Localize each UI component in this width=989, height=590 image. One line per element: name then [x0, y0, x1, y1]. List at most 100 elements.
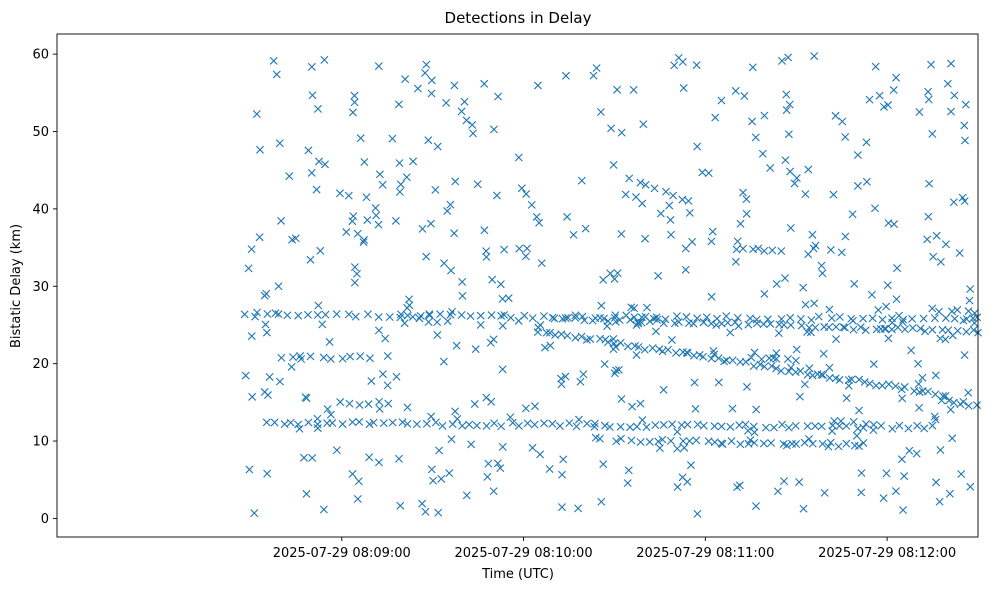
y-tick-label: 20: [32, 357, 49, 372]
data-point: [385, 313, 394, 321]
data-point: [251, 312, 260, 321]
data-point: [714, 378, 723, 387]
data-point: [841, 132, 850, 141]
data-point: [959, 316, 968, 325]
data-point: [819, 349, 828, 358]
data-point: [369, 418, 378, 427]
data-point: [605, 423, 614, 432]
data-point: [918, 373, 927, 382]
data-point: [650, 184, 659, 193]
data-point: [827, 314, 836, 323]
data-point: [893, 264, 902, 273]
data-point: [862, 138, 871, 147]
data-point: [792, 174, 801, 183]
data-point: [791, 421, 800, 430]
data-point: [374, 458, 383, 467]
data-point: [766, 319, 775, 328]
data-point: [785, 100, 794, 109]
data-point: [759, 320, 768, 329]
data-point: [878, 315, 887, 324]
data-point: [332, 446, 341, 455]
x-tick-label: 2025-07-29 08:10:00: [455, 546, 593, 561]
data-point: [540, 343, 549, 352]
data-point: [904, 424, 913, 433]
data-point: [627, 436, 636, 445]
data-point: [356, 134, 365, 143]
data-point: [426, 219, 435, 228]
data-point: [667, 336, 676, 345]
data-point: [800, 380, 809, 389]
data-point: [565, 419, 574, 428]
data-point: [424, 318, 433, 327]
data-point: [941, 240, 950, 249]
data-point: [678, 195, 687, 204]
data-point: [795, 478, 804, 487]
data-point: [804, 165, 813, 174]
data-point: [325, 337, 334, 346]
data-point: [590, 419, 599, 428]
data-point: [427, 89, 436, 98]
data-point: [947, 107, 955, 116]
data-point: [527, 200, 536, 209]
data-point: [498, 321, 507, 330]
data-point: [353, 229, 362, 238]
data-point: [638, 199, 647, 208]
data-point: [651, 421, 660, 430]
data-point: [881, 324, 890, 333]
data-point: [680, 443, 689, 452]
data-point: [683, 349, 692, 358]
data-point: [616, 422, 625, 431]
data-point: [808, 371, 817, 380]
data-point: [948, 331, 957, 340]
data-point: [640, 345, 649, 354]
data-point: [636, 438, 645, 447]
data-point: [381, 334, 390, 343]
data-point: [801, 300, 810, 309]
data-point: [638, 416, 647, 425]
data-point: [973, 401, 982, 410]
data-point: [346, 352, 355, 361]
data-point: [374, 220, 383, 229]
data-point: [611, 342, 620, 351]
data-point: [371, 203, 380, 212]
data-point: [561, 71, 570, 80]
data-point: [338, 354, 347, 363]
data-point: [280, 420, 289, 429]
data-point: [599, 275, 608, 284]
data-point: [433, 318, 442, 327]
data-point: [482, 253, 491, 261]
data-point: [936, 257, 945, 266]
data-point: [468, 120, 477, 129]
data-point: [859, 438, 868, 447]
data-point: [805, 434, 814, 443]
data-point: [689, 319, 698, 328]
data-point: [855, 375, 864, 384]
data-point: [321, 160, 330, 169]
data-point: [726, 422, 735, 431]
data-point: [665, 201, 674, 210]
chart-title: Detections in Delay: [445, 9, 592, 27]
data-point: [666, 230, 675, 239]
data-point: [966, 482, 975, 491]
data-point: [632, 350, 641, 359]
data-point: [517, 184, 526, 193]
data-point: [733, 237, 742, 246]
data-point: [782, 106, 791, 115]
data-point: [832, 322, 841, 331]
data-point: [699, 352, 708, 361]
data-point: [498, 365, 507, 374]
y-tick-label: 60: [32, 48, 49, 63]
data-point: [741, 357, 750, 366]
data-point: [766, 164, 775, 173]
data-point: [514, 421, 523, 430]
data-point: [693, 509, 702, 518]
data-point: [363, 216, 372, 225]
data-point: [494, 92, 503, 101]
data-point: [919, 314, 928, 323]
data-point: [416, 311, 425, 320]
data-point: [609, 160, 618, 169]
data-point: [739, 188, 748, 197]
data-point: [383, 381, 392, 390]
data-point: [936, 446, 945, 454]
data-point: [900, 472, 909, 481]
